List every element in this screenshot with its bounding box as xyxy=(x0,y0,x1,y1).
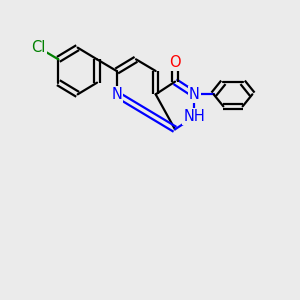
Text: Cl: Cl xyxy=(32,40,46,55)
Text: O: O xyxy=(169,55,181,70)
Text: N: N xyxy=(189,87,200,102)
Text: NH: NH xyxy=(184,109,205,124)
Text: N: N xyxy=(111,87,122,102)
